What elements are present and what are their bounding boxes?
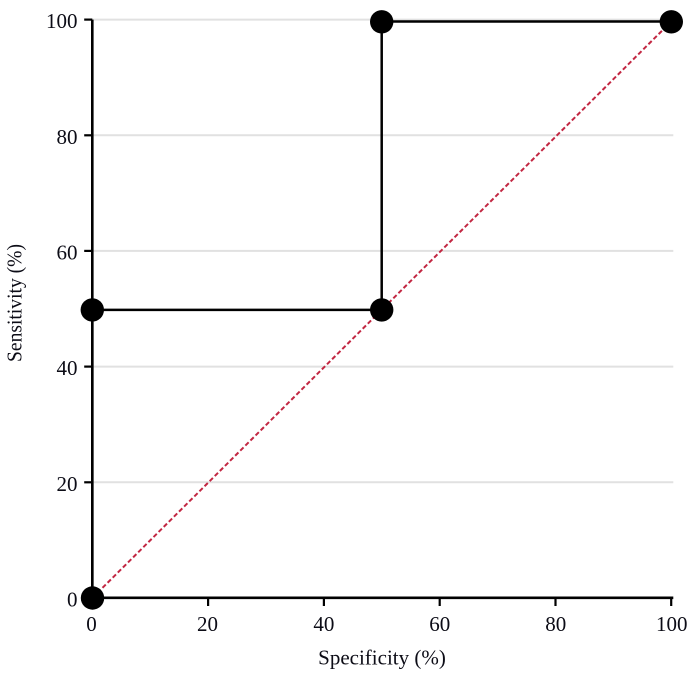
svg-text:Sensitivity (%): Sensitivity (%) xyxy=(3,244,27,362)
svg-text:100: 100 xyxy=(656,612,688,636)
svg-text:0: 0 xyxy=(67,588,78,612)
svg-text:Specificity (%): Specificity (%) xyxy=(318,646,446,670)
svg-text:60: 60 xyxy=(429,612,450,636)
svg-text:60: 60 xyxy=(57,240,78,264)
svg-text:20: 20 xyxy=(197,612,218,636)
svg-text:80: 80 xyxy=(57,125,78,149)
svg-text:100: 100 xyxy=(46,9,78,33)
svg-text:40: 40 xyxy=(57,356,78,380)
svg-text:40: 40 xyxy=(313,612,334,636)
svg-text:20: 20 xyxy=(57,472,78,496)
svg-text:0: 0 xyxy=(86,612,97,636)
svg-text:80: 80 xyxy=(545,612,566,636)
